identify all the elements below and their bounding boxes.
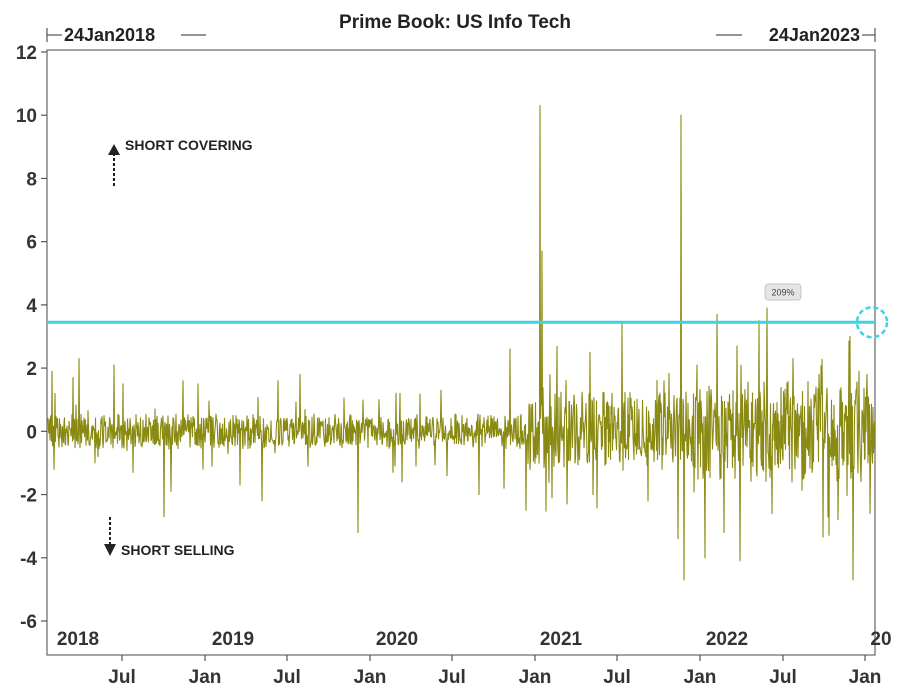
x-month-label: Jul [273,667,300,688]
short-selling-label: SHORT SELLING [121,542,235,558]
x-year-label: 2021 [540,629,583,650]
series-line [47,105,876,581]
short-selling-annotation: SHORT SELLING [104,517,235,558]
y-tick-label: 8 [26,169,37,190]
y-tick-label: -2 [20,486,37,507]
x-year-label: 2020 [376,629,418,650]
y-tick-label: -6 [20,612,37,633]
y-tick-label: 10 [16,106,37,127]
value-badge: 209% [764,283,802,301]
x-month-label: Jan [354,667,387,688]
y-tick-label: -4 [20,549,37,570]
chart-title: Prime Book: US Info Tech [339,12,571,33]
x-month-label: Jul [108,667,135,688]
y-tick-label: 12 [16,43,37,64]
x-year-label: 2022 [706,629,748,650]
y-tick-label: 6 [26,233,37,254]
x-month-label: Jul [603,667,630,688]
down-arrowhead-icon [104,544,116,556]
range-end-marker: 24Jan2023 [716,25,876,45]
x-year-label: 2019 [212,629,254,650]
range-start-marker: 24Jan2018 [46,25,206,45]
x-month-label: Jul [438,667,465,688]
badge-label: 209% [771,288,794,298]
y-tick-label: 4 [26,296,37,317]
y-axis: 12 10 8 6 4 2 0 -2 -4 -6 [16,43,47,633]
range-end-label: 24Jan2023 [769,25,860,45]
x-month-label: Jan [519,667,552,688]
series-layer [47,105,876,581]
threshold-marker [855,306,889,339]
range-start-label: 24Jan2018 [64,25,155,45]
x-month-label: Jan [849,667,882,688]
x-month-label: Jan [189,667,222,688]
y-tick-label: 2 [26,359,37,380]
x-month-label: Jul [769,667,796,688]
up-arrowhead-icon [108,144,120,155]
x-year-label: 2018 [57,629,99,650]
y-tick-label: 0 [26,422,37,443]
x-month-label: Jan [684,667,717,688]
x-year-label: 20 [870,629,891,650]
x-axis: 2018 2019 2020 2021 2022 20 Jul Jan Jul Jan Jul Jan… [57,629,892,688]
short-covering-label: SHORT COVERING [125,137,253,153]
short-covering-annotation: SHORT COVERING [108,137,253,186]
